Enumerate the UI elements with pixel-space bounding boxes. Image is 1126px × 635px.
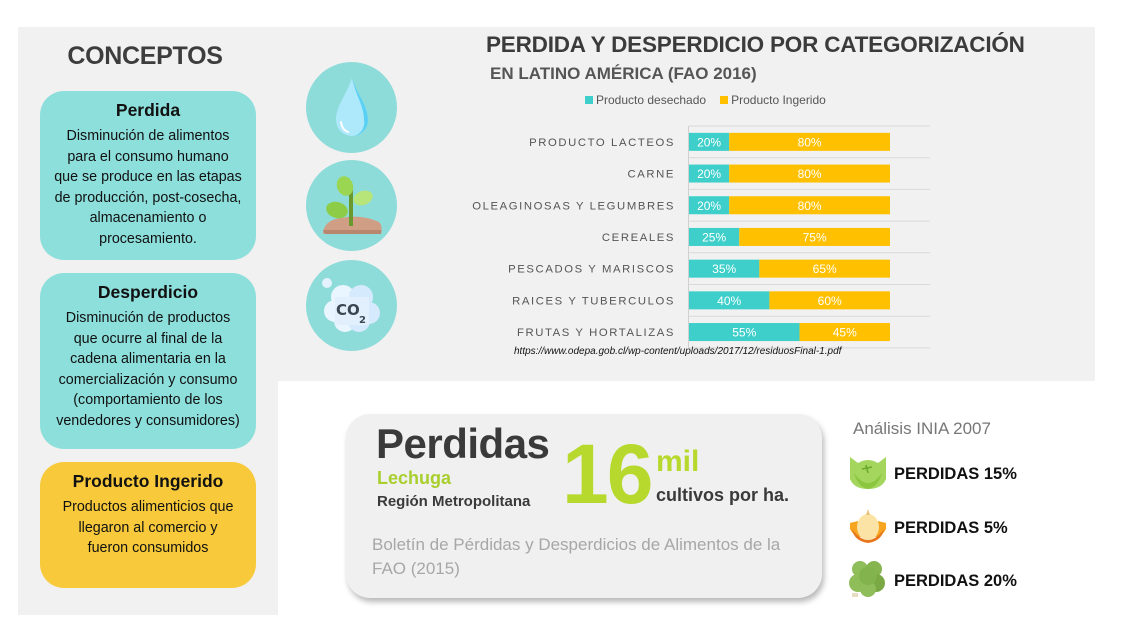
text-line: Disminución de alimentos	[66, 128, 230, 144]
bar-desechado	[689, 132, 730, 151]
text-line: (comportamiento de los	[73, 392, 223, 408]
bar-ingerido	[759, 259, 890, 278]
stat-heading: Perdidas	[376, 420, 550, 467]
inia-item-cabbage: PERDIDAS 15%	[848, 453, 1017, 496]
legend-swatch	[720, 96, 729, 104]
bar-desechado	[689, 227, 740, 246]
bar-desechado	[689, 164, 730, 183]
bar-value-label: 40%	[717, 294, 741, 308]
legend-label: Producto desechado	[596, 93, 707, 107]
text-line: para el consumo humano	[67, 148, 229, 165]
inia-label: PERDIDAS 5%	[894, 519, 1008, 537]
text-line: fueron consumidos	[87, 540, 209, 556]
chart-title: PERDIDA Y DESPERDICIO POR CATEGORIZACIÓN	[486, 32, 1025, 57]
chart-legend: Producto desechado Producto Ingerido	[585, 93, 826, 107]
text-line: que se produce en las etapas	[54, 169, 242, 185]
category-label: FRUTAS Y HORTALIZAS	[517, 327, 675, 339]
bar-ingerido	[729, 196, 890, 215]
inia-label: PERDIDAS 15%	[894, 465, 1017, 483]
bar-desechado	[689, 196, 730, 215]
bar-value-label: 65%	[813, 262, 837, 276]
stacked-bar-chart: PRODUCTO LACTEOS 20% 80% CARNE 20% 80% OLEAGIN…	[472, 125, 930, 349]
concepts-title: CONCEPTOS	[67, 42, 223, 70]
concept-card-title: Producto Ingerido	[72, 471, 224, 491]
inia-label: PERDIDAS 20%	[894, 572, 1017, 590]
chart-source-url: https://www.odepa.gob.cl/wp-content/uplo…	[514, 346, 842, 357]
bar-desechado	[689, 291, 770, 310]
text-line: llegaron al comercio y	[78, 519, 218, 536]
cabbage-icon	[848, 453, 888, 496]
bar-value-label: 20%	[697, 167, 721, 181]
bar-desechado	[689, 259, 760, 278]
plant-sprout-icon	[306, 160, 397, 251]
bar-ingerido	[739, 227, 890, 246]
svg-text:CO: CO	[336, 301, 360, 319]
concept-card-producto-ingerido: Producto Ingerido Productos alimenticios…	[40, 462, 256, 588]
text-line: de producción, post-cosecha,	[54, 189, 242, 206]
category-label: CEREALES	[602, 232, 675, 244]
bar-value-label: 80%	[798, 167, 822, 181]
stat-region: Región Metropolitana	[377, 493, 531, 510]
stat-unit: mil	[656, 445, 700, 478]
text-line: Productos alimenticios que	[62, 499, 234, 515]
inia-item-onion: PERDIDAS 5%	[848, 507, 1008, 550]
text-line: procesamiento.	[99, 230, 197, 247]
bar-desechado	[689, 323, 800, 342]
bar-value-label: 80%	[798, 135, 822, 149]
legend-item-desechado: Producto desechado	[585, 93, 706, 107]
stat-number: 16	[562, 427, 653, 521]
bar-ingerido	[769, 291, 890, 310]
water-drop-icon	[306, 62, 397, 153]
concept-card-desperdicio: Desperdicio Disminución de productos que…	[40, 273, 256, 449]
bar-ingerido	[729, 164, 890, 183]
concept-card-text: Disminución de productos que ocurre al f…	[48, 308, 248, 431]
category-label: PESCADOS Y MARISCOS	[508, 264, 675, 276]
inia-item-lettuce: PERDIDAS 20%	[848, 559, 1017, 604]
concept-card-perdida: Perdida Disminución de alimentos para el…	[40, 91, 256, 260]
text-line: vendedores y consumidores)	[56, 412, 240, 429]
text-line: comercialización y consumo	[58, 371, 238, 388]
onion-icon	[848, 507, 888, 550]
category-label: CARNE	[627, 169, 675, 181]
concept-card-title: Perdida	[115, 100, 181, 120]
concept-card-text: Productos alimenticios que llegaron al c…	[48, 497, 248, 559]
text-line: cadena alimentaria en la	[70, 351, 226, 367]
bar-value-label: 20%	[697, 135, 721, 149]
bar-value-label: 35%	[712, 262, 736, 276]
bar-value-label: 60%	[818, 294, 842, 308]
category-label: PRODUCTO LACTEOS	[529, 137, 675, 149]
category-label: RAICES Y TUBERCULOS	[512, 295, 675, 307]
bar-ingerido	[799, 323, 890, 342]
stat-unit-description: cultivos por ha.	[656, 485, 790, 505]
bar-value-label: 45%	[833, 326, 857, 340]
lettuce-icon	[848, 559, 888, 604]
co2-cloud-icon: CO 2	[306, 260, 397, 351]
legend-item-ingerido: Producto Ingerido	[720, 93, 826, 107]
category-label: OLEAGINOSAS Y LEGUMBRES	[472, 200, 675, 212]
bar-ingerido	[729, 132, 890, 151]
legend-label: Producto Ingerido	[731, 93, 826, 107]
concept-card-title: Desperdicio	[97, 282, 199, 302]
stat-crop: Lechuga	[377, 468, 452, 488]
inia-title: Análisis INIA 2007	[853, 419, 991, 438]
chart-subtitle: EN LATINO AMÉRICA (FAO 2016)	[490, 64, 757, 83]
text-line: Disminución de productos	[65, 310, 231, 326]
bar-value-label: 20%	[697, 199, 721, 213]
text-line: almacenamiento o	[89, 210, 207, 226]
bar-value-label: 75%	[803, 230, 827, 244]
stat-source: Boletín de Pérdidas y Desperdicios de Al…	[372, 535, 781, 578]
legend-swatch	[585, 96, 593, 104]
bar-value-label: 55%	[732, 326, 756, 340]
svg-text:2: 2	[359, 315, 366, 326]
concept-card-text: Disminución de alimentos para el consumo…	[48, 126, 248, 249]
text-line: que ocurre al final de la	[73, 330, 223, 347]
bar-value-label: 25%	[702, 230, 726, 244]
stat-card	[346, 414, 822, 598]
bar-value-label: 80%	[798, 199, 822, 213]
